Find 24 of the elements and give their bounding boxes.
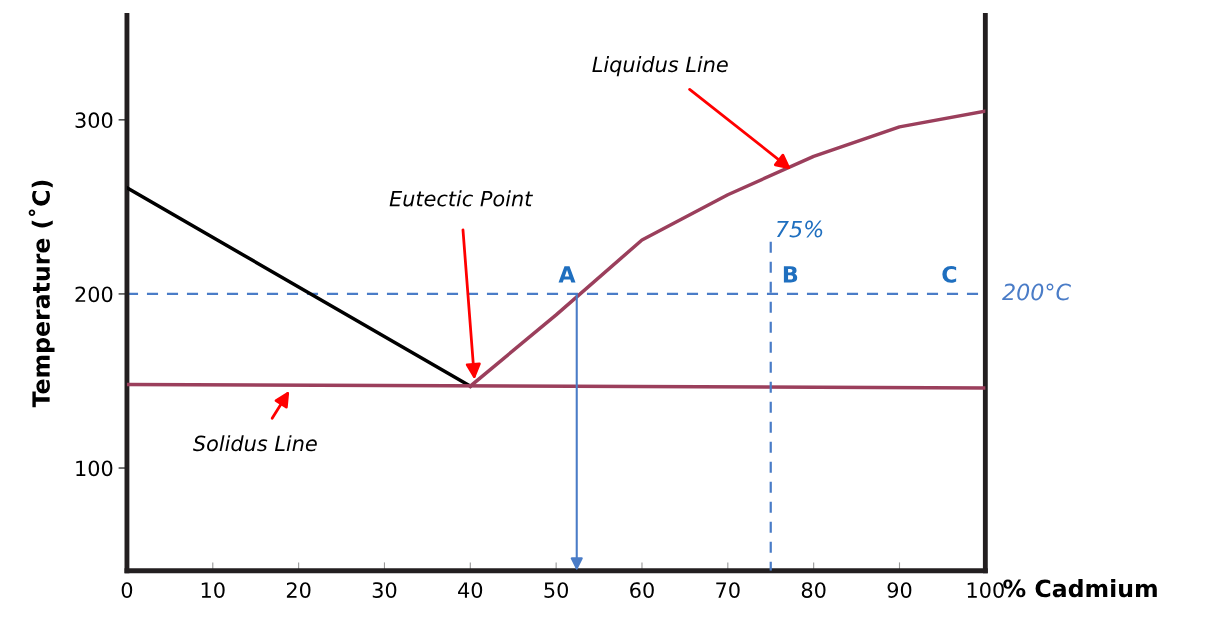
annotation: Liquidus Line — [592, 56, 728, 77]
y-axis-title: Temperature (˚C) — [28, 180, 55, 408]
annotation: Eutectic Point — [389, 190, 533, 207]
x-axis-title: % Cadmium — [1003, 579, 1157, 598]
x-tick-label: 80 — [801, 582, 826, 598]
x-tick-label: 30 — [372, 582, 397, 598]
x-tick-label: 10 — [201, 582, 225, 598]
annotation: A — [558, 266, 576, 283]
x-tick-label: 20 — [286, 582, 311, 598]
y-tick-label: 100 — [76, 460, 113, 477]
x-tick-label: 100 — [967, 582, 1004, 598]
x-tick-label: 70 — [716, 582, 740, 598]
annotation: 75% — [776, 220, 823, 238]
x-tick-label: 90 — [887, 582, 912, 598]
y-tick-label: 200 — [75, 286, 113, 303]
y-tick-label: 300 — [75, 112, 113, 129]
x-tick-label: 40 — [458, 582, 483, 598]
annotation: Solidus Line — [193, 435, 317, 452]
x-tick-label: 0 — [121, 582, 133, 598]
annotation: C — [942, 265, 957, 283]
annotation: B — [783, 266, 798, 283]
ref-line-label: 200°C — [1002, 283, 1071, 301]
x-tick-label: 60 — [630, 582, 654, 598]
x-tick-label: 50 — [544, 582, 569, 598]
